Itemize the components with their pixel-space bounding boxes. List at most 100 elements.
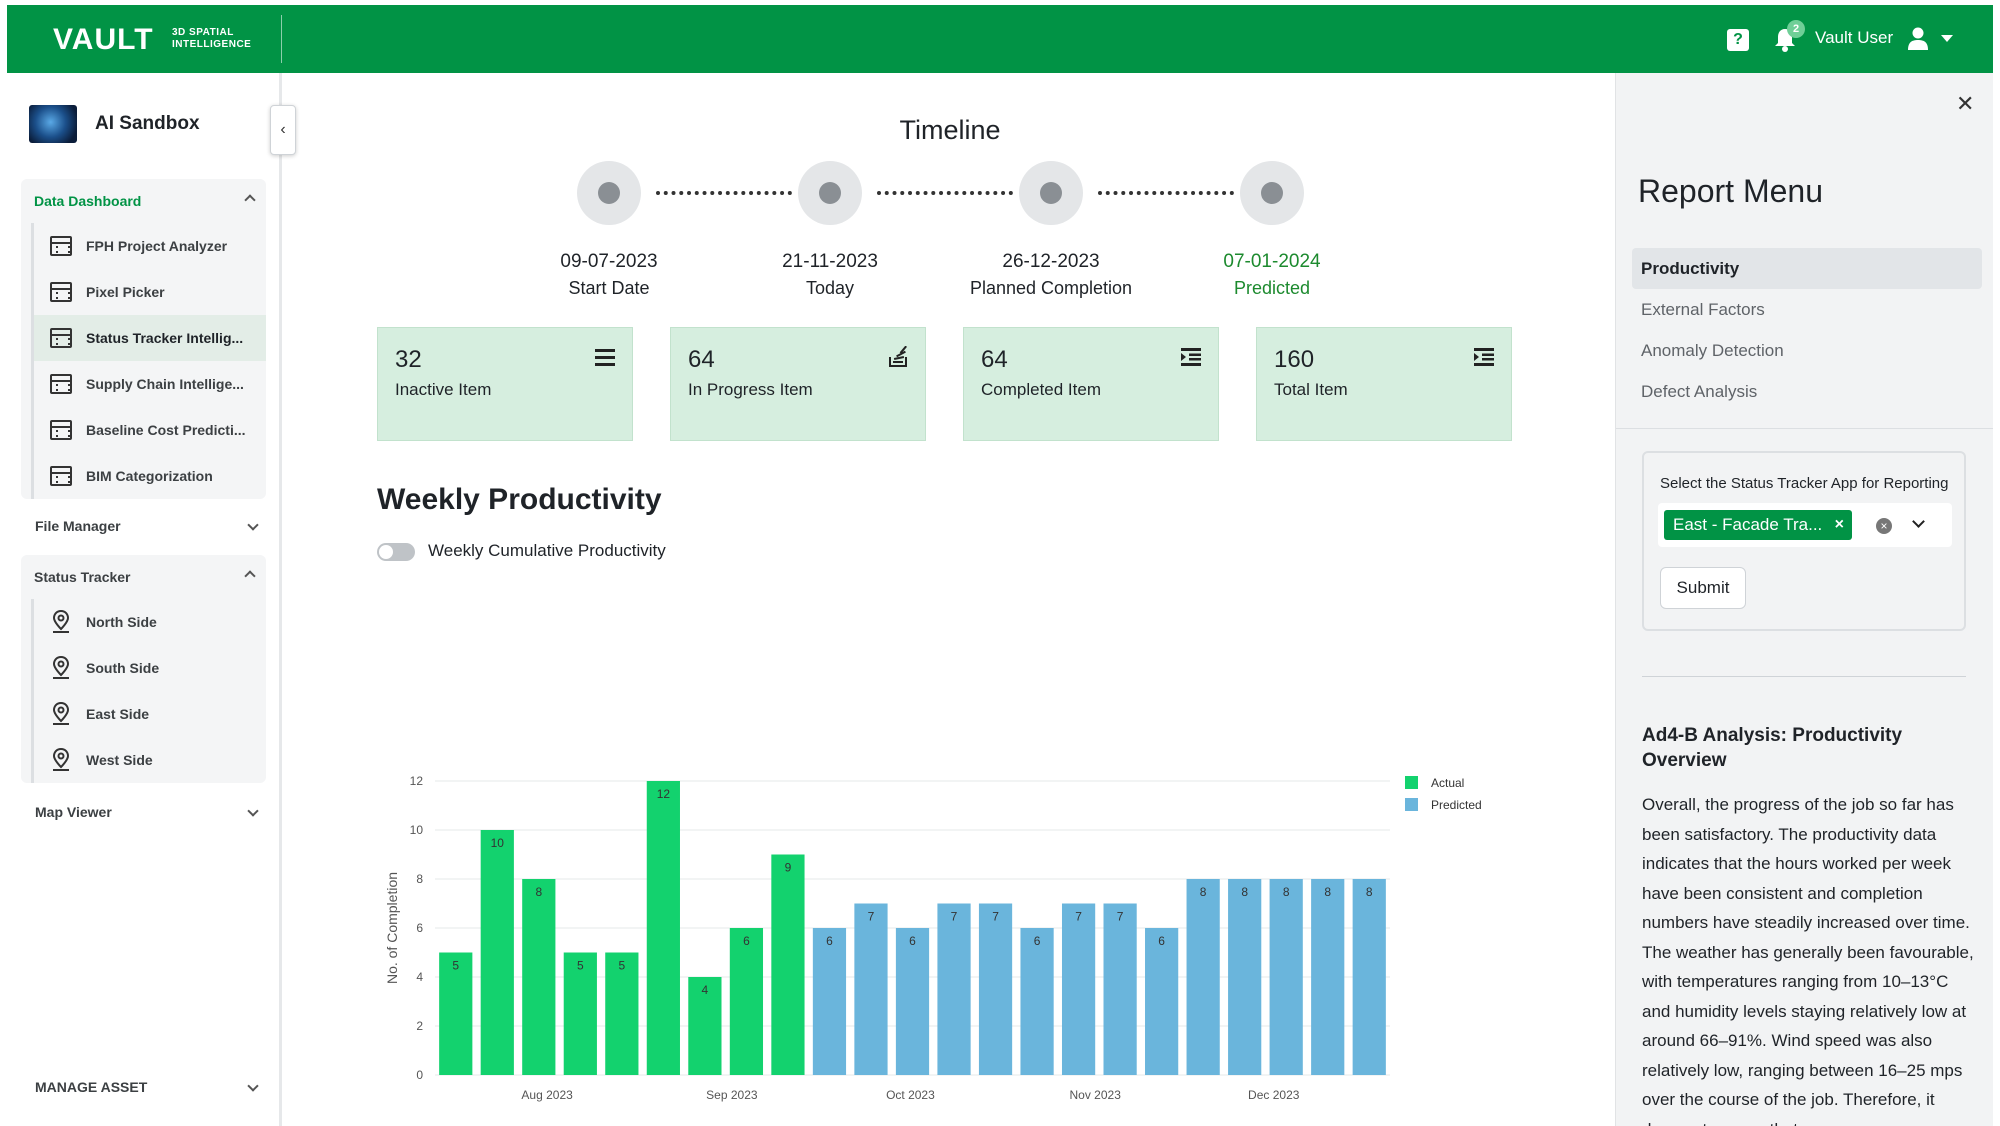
timeline-connector: [656, 191, 792, 195]
user-icon[interactable]: [1907, 27, 1929, 51]
report-menu-anomaly-detection[interactable]: Anomaly Detection: [1641, 341, 1784, 360]
sidebar-item-fph-project-analyzer[interactable]: FPH Project Analyzer: [34, 223, 266, 269]
stack-icon: [889, 346, 907, 367]
report-form: Select the Status Tracker App for Report…: [1642, 451, 1966, 631]
x-tick-label: Sep 2023: [706, 1088, 758, 1102]
chevron-up-icon: [244, 570, 256, 582]
manage-asset-section[interactable]: MANAGE ASSET: [35, 1079, 259, 1095]
brain-logo-icon: [29, 105, 77, 143]
sidebar-item-north-side[interactable]: North Side: [34, 599, 266, 645]
sidebar-item-label: North Side: [86, 614, 157, 630]
map-viewer-label: Map Viewer: [35, 804, 112, 820]
legend-swatch: [1405, 798, 1418, 811]
chevron-up-icon: [244, 194, 256, 206]
help-icon[interactable]: ?: [1727, 29, 1749, 51]
stat-card-inactive: 32 Inactive Item: [377, 327, 633, 441]
sidebar-item-pixel-picker[interactable]: Pixel Picker: [34, 269, 266, 315]
bar-data-label: 6: [909, 934, 916, 948]
status-tracker-label: Status Tracker: [34, 569, 131, 585]
y-tick-label: 4: [416, 970, 423, 984]
bar-data-label: 7: [951, 910, 958, 924]
chevron-down-icon[interactable]: [1941, 35, 1953, 42]
chevron-down-icon[interactable]: [1912, 515, 1925, 528]
location-pin-icon: [52, 610, 70, 633]
data-dashboard-label: Data Dashboard: [34, 193, 142, 209]
sidebar-item-east-side[interactable]: East Side: [34, 691, 266, 737]
report-menu-productivity[interactable]: Productivity: [1632, 248, 1982, 289]
milestone-label: Predicted: [1233, 278, 1311, 298]
dashboard-icon: [50, 282, 72, 302]
report-menu-external-factors[interactable]: External Factors: [1641, 300, 1765, 319]
sidebar-item-status-tracker-intelligence[interactable]: Status Tracker Intellig...: [34, 315, 266, 361]
bar-data-label: 5: [619, 959, 626, 973]
remove-chip-icon[interactable]: ×: [1834, 516, 1844, 533]
timeline-node-planned: [1019, 161, 1083, 225]
y-tick-label: 2: [416, 1019, 423, 1033]
sidebar-item-west-side[interactable]: West Side: [34, 737, 266, 783]
bar-predicted: [895, 928, 930, 1075]
bar-data-label: 8: [1241, 885, 1248, 899]
bar-actual: [563, 952, 597, 1075]
stat-label: Completed Item: [981, 380, 1101, 399]
sidebar-item-supply-chain-intelligence[interactable]: Supply Chain Intellige...: [34, 361, 266, 407]
close-icon[interactable]: ✕: [1956, 91, 1975, 116]
y-tick-label: 6: [416, 921, 423, 935]
timeline-milestone-planned: 26-12-2023 Planned Completion: [941, 249, 1161, 301]
logo-subtitle-line-1: 3D SPATIAL: [172, 27, 234, 38]
bar-data-label: 8: [1366, 885, 1373, 899]
bar-predicted: [1311, 879, 1345, 1075]
bar-data-label: 4: [702, 983, 709, 997]
bar-data-label: 7: [1075, 910, 1082, 924]
sidebar-item-label: Status Tracker Intellig...: [86, 330, 244, 346]
report-menu-defect-analysis[interactable]: Defect Analysis: [1641, 382, 1758, 401]
analysis-text: Overall, the progress of the job so far …: [1642, 795, 1974, 1126]
timeline-node-predicted: [1240, 161, 1304, 225]
status-tracker-header[interactable]: Status Tracker: [21, 555, 266, 599]
bar-predicted: [1103, 903, 1137, 1075]
selected-app-chip[interactable]: East - Facade Tra... ×: [1664, 510, 1852, 540]
bar-predicted: [854, 903, 888, 1075]
map-viewer-section[interactable]: Map Viewer: [35, 804, 259, 820]
selected-app-value: East - Facade Tra...: [1673, 515, 1823, 534]
top-bar: VAULT 3D SPATIAL INTELLIGENCE ? 2 Vault …: [7, 5, 1993, 73]
bar-data-label: 7: [1117, 910, 1124, 924]
app-brand[interactable]: AI Sandbox: [29, 105, 269, 145]
sidebar-item-label: BIM Categorization: [86, 468, 213, 484]
milestone-date: 07-01-2024: [1223, 251, 1321, 272]
user-name[interactable]: Vault User: [1815, 28, 1894, 47]
milestone-date: 09-07-2023: [560, 251, 658, 272]
cumulative-toggle[interactable]: [377, 543, 415, 561]
dashboard-icon: [50, 328, 72, 348]
x-tick-label: Oct 2023: [886, 1088, 935, 1102]
x-tick-label: Dec 2023: [1248, 1088, 1300, 1102]
app-name: AI Sandbox: [95, 113, 200, 134]
file-manager-section[interactable]: File Manager: [35, 518, 259, 534]
collapse-sidebar-button[interactable]: ‹: [270, 105, 296, 155]
data-dashboard-header[interactable]: Data Dashboard: [21, 179, 266, 223]
clear-icon[interactable]: ×: [1876, 518, 1892, 534]
stat-label: Inactive Item: [395, 380, 492, 399]
bar-actual: [439, 952, 473, 1075]
chevron-down-icon: [247, 519, 259, 531]
vault-logo[interactable]: VAULT: [53, 23, 154, 56]
chevron-down-icon: [247, 1080, 259, 1092]
y-tick-label: 0: [416, 1068, 423, 1082]
y-tick-label: 10: [410, 823, 424, 837]
submit-button[interactable]: Submit: [1660, 567, 1746, 609]
sidebar-item-baseline-cost-prediction[interactable]: Baseline Cost Predicti...: [34, 407, 266, 453]
sidebar-item-south-side[interactable]: South Side: [34, 645, 266, 691]
sidebar-item-bim-categorization[interactable]: BIM Categorization: [34, 453, 266, 499]
sidebar-item-label: South Side: [86, 660, 160, 676]
app-select[interactable]: East - Facade Tra... × ×: [1658, 503, 1952, 547]
milestone-label: Planned Completion: [969, 278, 1133, 298]
bar-predicted: [812, 928, 847, 1075]
sidebar-item-label: Baseline Cost Predicti...: [86, 422, 246, 438]
data-dashboard-items: FPH Project Analyzer Pixel Picker Status…: [31, 223, 266, 499]
report-menu-title: Report Menu: [1638, 173, 1823, 209]
logo-subtitle-line-2: INTELLIGENCE: [172, 39, 252, 50]
cumulative-toggle-label: Weekly Cumulative Productivity: [428, 541, 666, 560]
bar-actual: [480, 830, 514, 1075]
status-tracker-items: North Side South Side East Side West Sid…: [31, 599, 266, 783]
list-icon: [595, 349, 615, 366]
main-content: Timeline 09-07-2023 Start Date 21-11-202…: [285, 73, 1615, 1126]
